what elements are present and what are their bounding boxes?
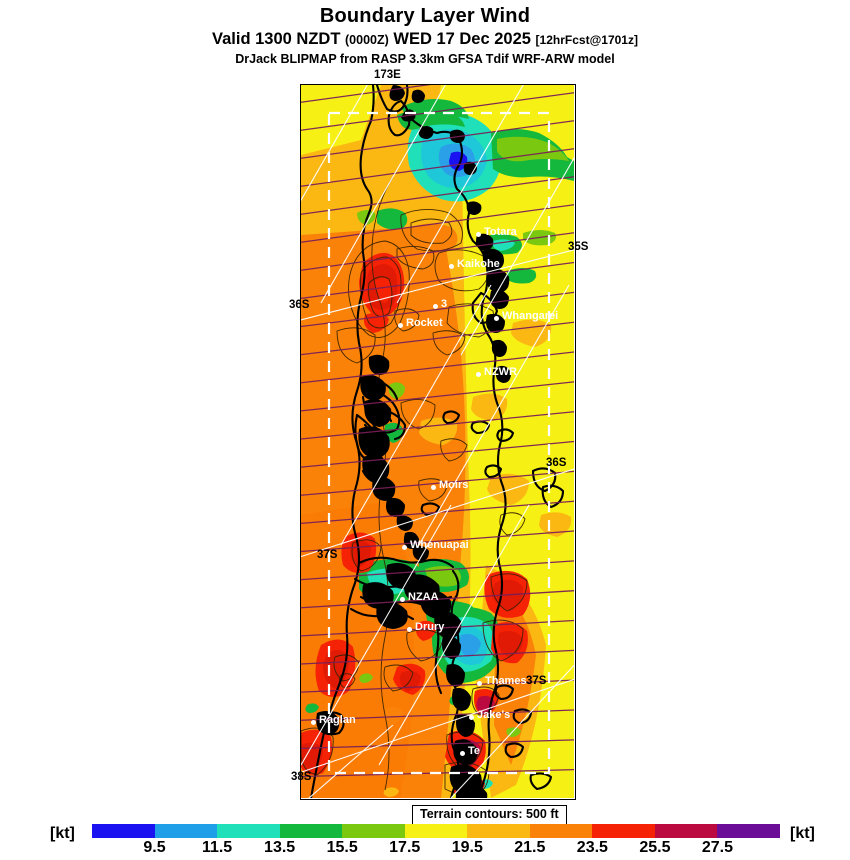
colorbar-tick: 13.5 [264,839,296,856]
colorbar-segment-4 [342,824,405,838]
page-title: Boundary Layer Wind [319,5,531,27]
station-marker-dot[interactable] [476,232,481,237]
station-marker-dot[interactable] [402,545,407,550]
title-block: Boundary Layer Wind Valid 1300 NZDT (000… [0,0,850,67]
station-marker-dot[interactable] [433,304,438,309]
graticule-label-35s-right: 35S [568,241,589,253]
colorbar-segment-3 [279,824,343,838]
weather-map[interactable] [300,84,576,800]
colorbar-tick: 21.5 [514,839,546,856]
station-label: Kaikohe [457,258,500,270]
station-label: NZWR [484,366,517,378]
graticule-label-37s-right: 37S [526,675,547,687]
station-label: Te [468,745,481,757]
colorbar-segment-5 [404,824,468,838]
station-marker-dot[interactable] [311,720,316,725]
station-marker-dot[interactable] [398,323,403,328]
station-label: 3 [441,298,448,310]
station-marker-dot[interactable] [460,751,465,756]
station-marker-dot[interactable] [476,372,481,377]
station-label: Moirs [439,479,469,491]
valid-time-line: Valid 1300 NZDT (0000Z) WED 17 Dec 2025 … [0,30,850,50]
model-line: DrJack BLIPMAP from RASP 3.3km GFSA Tdif… [235,52,615,66]
graticule-label-37s-left: 37S [317,549,338,561]
graticule-label-173e: 173E [374,69,401,81]
colorbar-segment-1 [154,824,218,838]
colorbar-segment-8 [592,824,655,838]
station-marker-dot[interactable] [431,485,436,490]
colorbar-segment-0 [92,824,155,838]
colorbar-segment-9 [654,824,718,838]
valid-time-prefix: Valid 1300 NZDT [212,30,341,48]
colorbar-tick: 23.5 [576,839,608,856]
colorbar-gradient [92,824,781,838]
colorbar-unit-right: [kt] [790,825,815,842]
station-label: Jake's [477,709,511,721]
valid-time-utc: (0000Z) [345,33,389,47]
terrain-contours-note: Terrain contours: 500 ft [412,805,567,825]
station-label: Rocket [406,317,443,329]
colorbar-segment-2 [217,824,280,838]
colorbar: [kt] [kt] 9.5 11.5 13.5 15.5 17.5 19.5 21.5 23.… [0,824,850,860]
station-marker-dot[interactable] [477,681,482,686]
station-marker-dot[interactable] [400,597,405,602]
colorbar-tick: 9.5 [143,839,166,856]
colorbar-segment-6 [467,824,530,838]
colorbar-tick: 11.5 [201,839,233,856]
colorbar-unit-left: [kt] [50,825,75,842]
colorbar-segment-10 [717,824,781,838]
graticule-label-38s: 38S [291,771,312,783]
colorbar-segment-7 [529,824,593,838]
graticule-label-36s-left: 36S [289,299,310,311]
valid-date: WED 17 Dec 2025 [393,30,531,48]
colorbar-tick: 27.5 [701,839,734,856]
station-label: NZAA [408,591,439,603]
station-label: Raglan [319,714,356,726]
colorbar-tick: 25.5 [639,839,671,856]
station-marker-dot[interactable] [469,715,474,720]
forecast-tag: [12hrFcst@1701z] [535,33,638,47]
colorbar-tick: 17.5 [389,839,421,856]
station-label: Thames [485,675,527,687]
station-label: Whangarei [502,310,559,322]
station-label: Drury [415,621,445,633]
colorbar-tick: 15.5 [326,839,358,856]
graticule-label-36s-right: 36S [546,457,567,469]
station-marker-dot[interactable] [407,627,412,632]
station-marker-dot[interactable] [449,264,454,269]
station-marker-dot[interactable] [494,316,499,321]
station-label: Whenuapai [410,539,469,551]
colorbar-tick-labels: 9.5 11.5 13.5 15.5 17.5 19.5 21.5 23.5 25.5 27.5 [92,839,780,859]
station-label: Totara [484,226,517,238]
colorbar-tick: 19.5 [451,839,483,856]
